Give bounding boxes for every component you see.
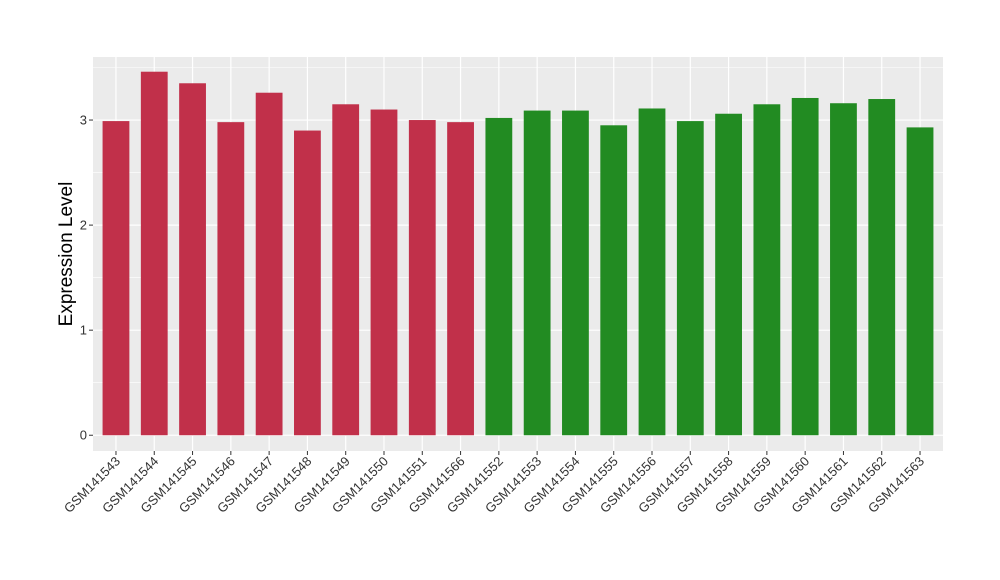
bar-GSM141551 [408, 120, 436, 436]
bar-GSM141553 [523, 110, 551, 436]
bar-GSM141548 [294, 130, 321, 436]
bar-GSM141561 [830, 103, 857, 436]
y-tick-label: 0 [80, 428, 87, 443]
bar-GSM141545 [179, 83, 206, 436]
bar-GSM141555 [600, 125, 628, 436]
y-axis: 0 1 2 3 [80, 113, 93, 443]
bar-GSM141562 [868, 99, 896, 436]
x-axis: GSM141543GSM141544GSM141545GSM141546GSM1… [61, 451, 927, 516]
bar-GSM141544 [140, 71, 168, 436]
y-axis-title: Expression Level [56, 182, 77, 327]
bars [102, 71, 934, 436]
y-tick-label: 3 [80, 113, 87, 128]
bar-GSM141552 [485, 117, 513, 436]
bar-GSM141550 [370, 109, 398, 436]
bar-GSM141557 [676, 121, 704, 436]
bar-GSM141543 [102, 121, 130, 436]
bar-GSM141563 [906, 127, 934, 436]
bar-GSM141566 [447, 122, 474, 436]
bar-GSM141556 [638, 108, 666, 436]
bar-GSM141547 [255, 92, 283, 436]
bar-GSM141546 [217, 122, 245, 436]
y-tick-label: 2 [80, 218, 87, 233]
y-tick-label: 1 [80, 323, 87, 338]
bar-GSM141558 [715, 113, 742, 436]
bar-GSM141554 [562, 110, 589, 436]
bar-GSM141559 [753, 104, 781, 436]
bar-GSM141560 [791, 97, 819, 436]
bar-GSM141549 [332, 104, 360, 436]
